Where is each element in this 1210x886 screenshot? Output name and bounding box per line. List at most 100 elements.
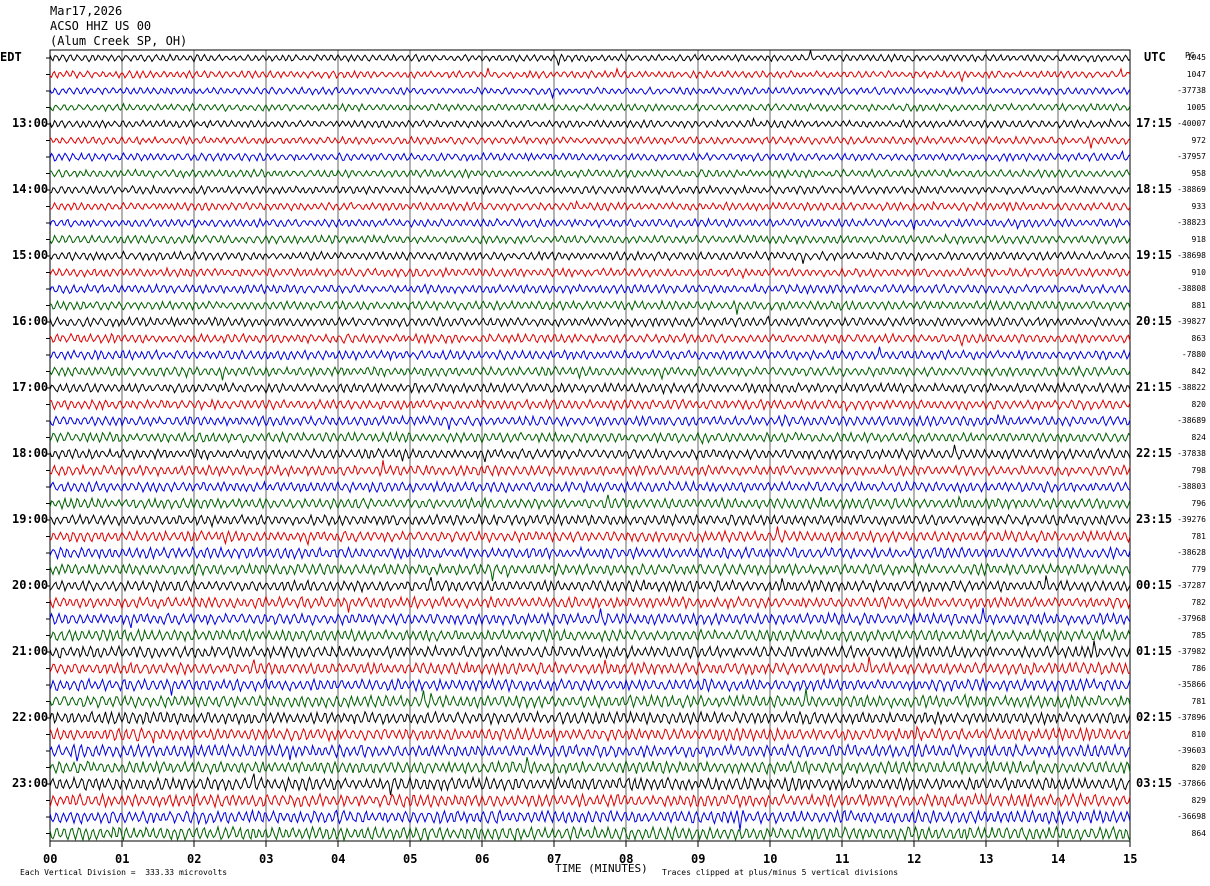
left-hour-label: 17:00	[12, 380, 49, 394]
trace-count-label: 864	[1191, 828, 1206, 838]
trace-count-label: 810	[1191, 729, 1206, 739]
seismic-trace	[49, 135, 1131, 149]
trace-count-label: -39827	[1177, 317, 1206, 326]
trace-count-label: -37838	[1177, 449, 1206, 458]
seismic-trace	[49, 494, 1131, 511]
trace-count-label: -38822	[1177, 383, 1206, 392]
x-tick-label: 03	[259, 852, 274, 866]
seismic-trace	[49, 545, 1131, 561]
trace-count-label: 782	[1191, 597, 1206, 607]
seismic-trace	[49, 430, 1131, 446]
seismic-trace	[49, 627, 1131, 644]
left-hour-label: 21:00	[12, 644, 49, 658]
trace-count-label: 842	[1191, 366, 1206, 376]
x-tick-label: 06	[475, 852, 490, 866]
trace-count-label: -37738	[1177, 86, 1206, 95]
trace-count-label: 786	[1191, 663, 1206, 673]
seismic-trace	[49, 250, 1131, 264]
seismic-trace	[49, 332, 1131, 348]
trace-count-label: -39276	[1177, 515, 1206, 524]
x-tick-label: 05	[403, 852, 418, 866]
left-hour-label: 18:00	[12, 446, 49, 460]
seismic-trace	[49, 595, 1131, 613]
trace-count-label: -38808	[1177, 284, 1206, 293]
left-hour-label: 13:00	[12, 116, 49, 130]
trace-count-label: 1045	[1186, 53, 1206, 62]
seismic-trace	[49, 444, 1131, 463]
right-hour-label: 20:15	[1136, 314, 1173, 328]
clip-note: Traces clipped at plus/minus 5 vertical …	[662, 868, 899, 877]
seismic-trace	[49, 413, 1131, 430]
seismic-trace	[49, 66, 1131, 83]
left-hour-label: 14:00	[12, 182, 49, 196]
x-tick-label: 02	[187, 852, 202, 866]
trace-count-label: 781	[1191, 696, 1206, 706]
right-hour-label: 02:15	[1136, 710, 1173, 724]
right-hour-label: 17:15	[1136, 116, 1173, 130]
seismic-trace	[49, 168, 1131, 180]
seismic-trace	[49, 365, 1131, 381]
scale-note: Each Vertical Division = 333.33 microvol…	[20, 868, 228, 877]
trace-count-label: 958	[1191, 168, 1206, 178]
seismic-trace	[49, 266, 1131, 280]
trace-count-label: -38803	[1177, 482, 1206, 491]
seismic-trace	[49, 792, 1131, 810]
trace-count-label: -37287	[1177, 581, 1206, 590]
seismic-trace	[49, 460, 1131, 478]
trace-count-label: -38823	[1177, 218, 1206, 227]
trace-count-label: -35866	[1177, 680, 1206, 689]
trace-count-label: 785	[1191, 630, 1206, 640]
header-station: ACSO HHZ US 00	[50, 19, 152, 33]
trace-count-label: -37866	[1177, 779, 1206, 788]
x-axis-label: TIME (MINUTES)	[555, 862, 648, 875]
seismic-trace	[49, 149, 1131, 163]
right-timezone-label: UTC	[1144, 50, 1166, 64]
header-date: Mar17,2026	[50, 4, 123, 18]
trace-count-label: 820	[1191, 399, 1206, 409]
trace-count-label: -7880	[1181, 350, 1206, 359]
x-tick-label: 09	[691, 852, 706, 866]
seismic-trace	[49, 50, 1131, 66]
seismic-trace	[49, 512, 1131, 529]
seismic-trace	[49, 117, 1131, 130]
seismic-trace	[49, 102, 1131, 113]
seismic-trace	[49, 575, 1131, 594]
seismic-trace	[49, 315, 1131, 329]
left-hour-label: 16:00	[12, 314, 49, 328]
trace-count-label: 829	[1191, 795, 1206, 805]
x-tick-label: 13	[979, 852, 994, 866]
right-hour-label: 18:15	[1136, 182, 1173, 196]
trace-count-label: -38689	[1177, 416, 1206, 425]
seismic-trace	[49, 217, 1131, 231]
seismic-trace	[49, 656, 1131, 677]
seismic-trace	[49, 397, 1131, 413]
seismic-trace	[49, 725, 1131, 744]
right-hour-label: 22:15	[1136, 446, 1173, 460]
trace-count-label: -37957	[1177, 152, 1206, 161]
seismic-trace	[49, 676, 1131, 696]
trace-count-label: -39603	[1177, 746, 1206, 755]
trace-count-label: -37896	[1177, 713, 1206, 722]
right-hour-label: 03:15	[1136, 776, 1173, 790]
trace-count-label: 918	[1191, 234, 1206, 244]
right-hour-label: 01:15	[1136, 644, 1173, 658]
trace-count-label: 1005	[1186, 102, 1206, 112]
x-tick-label: 00	[43, 852, 58, 866]
x-tick-label: 04	[331, 852, 346, 866]
seismic-trace	[49, 824, 1131, 843]
seismic-trace	[49, 86, 1131, 100]
x-tick-label: 08	[619, 852, 634, 866]
trace-count-label: 910	[1191, 267, 1206, 277]
trace-count-label: 933	[1191, 201, 1206, 211]
seismic-trace	[49, 607, 1131, 629]
seismic-trace	[49, 233, 1131, 246]
seismic-trace	[49, 184, 1131, 196]
trace-count-label: -38869	[1177, 185, 1206, 194]
seismic-trace	[49, 773, 1131, 796]
seismic-trace	[49, 282, 1131, 296]
trace-count-label: 863	[1191, 333, 1206, 343]
right-hour-label: 23:15	[1136, 512, 1173, 526]
seismic-trace	[49, 299, 1131, 315]
trace-count-label: 798	[1191, 465, 1206, 475]
trace-count-label: -38698	[1177, 251, 1206, 260]
